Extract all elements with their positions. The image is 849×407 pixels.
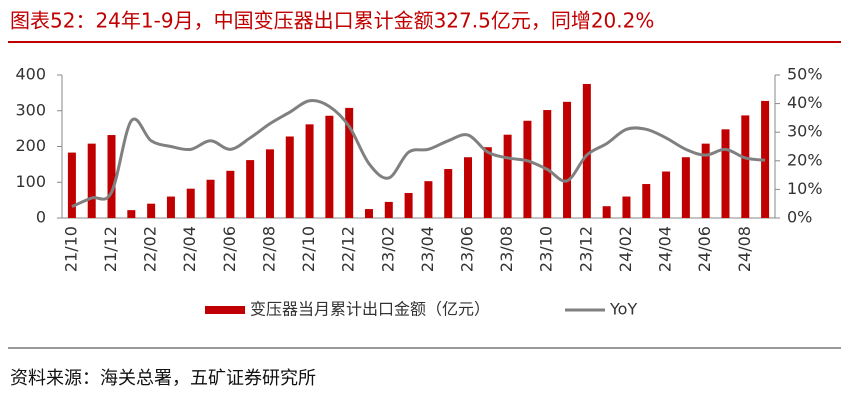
bar (464, 157, 473, 218)
x-tick-label: 23/08 (497, 226, 516, 272)
bar (325, 115, 334, 218)
bar (721, 129, 730, 218)
y2-tick-label: 40% (787, 93, 823, 112)
bar (681, 157, 690, 218)
x-tick-label: 23/06 (458, 226, 477, 272)
x-tick-label: 24/06 (695, 226, 714, 272)
x-tick-label: 24/04 (656, 226, 675, 272)
bar (622, 196, 631, 218)
legend-swatch (205, 306, 245, 314)
bar (523, 120, 532, 218)
bar (483, 147, 492, 218)
bar (741, 115, 750, 218)
bar (166, 196, 175, 218)
x-tick-label: 22/10 (299, 226, 318, 272)
bar (424, 181, 433, 218)
y-tick-label: 300 (15, 100, 46, 119)
bar (206, 179, 215, 218)
chart-title: 图表52：24年1-9月，中国变压器出口累计金额327.5亿元，同增20.2% (10, 9, 654, 33)
bar (602, 206, 611, 218)
bar (404, 192, 413, 218)
y-tick-label: 0 (36, 208, 46, 227)
bar (384, 201, 393, 218)
bar (305, 124, 314, 218)
bar (226, 170, 235, 218)
bar (265, 149, 274, 218)
bar (563, 101, 572, 218)
x-tick-label: 22/06 (220, 226, 239, 272)
bar (186, 188, 195, 218)
y-tick-label: 200 (15, 136, 46, 155)
bar (662, 171, 671, 218)
y2-tick-label: 0% (787, 208, 812, 227)
bar (87, 143, 96, 218)
y2-tick-label: 20% (787, 150, 823, 169)
bar (246, 160, 255, 218)
bar (582, 83, 591, 218)
y2-tick-label: 30% (787, 122, 823, 141)
y-tick-label: 100 (15, 172, 46, 191)
bar (285, 136, 294, 218)
legend-label: 变压器当月累计出口金额（亿元） (250, 300, 490, 319)
x-tick-label: 21/12 (101, 226, 120, 272)
bar (503, 134, 512, 218)
bar (701, 143, 710, 218)
bar (345, 107, 354, 218)
y-tick-label: 400 (15, 65, 46, 84)
x-tick-label: 23/12 (576, 226, 595, 272)
y2-tick-label: 50% (787, 65, 823, 84)
line (71, 99, 766, 208)
legend-label: YoY (609, 300, 637, 319)
bar (444, 169, 453, 218)
y2-tick-label: 10% (787, 179, 823, 198)
bar (147, 203, 156, 218)
x-tick-label: 22/12 (339, 226, 358, 272)
x-tick-label: 22/08 (259, 226, 278, 272)
x-tick-label: 23/04 (418, 226, 437, 272)
bar (364, 209, 373, 218)
x-tick-label: 24/08 (735, 226, 754, 272)
bar (642, 184, 651, 218)
x-tick-label: 24/02 (616, 226, 635, 272)
x-tick-label: 23/02 (378, 226, 397, 272)
x-tick-label: 22/02 (141, 226, 160, 272)
bar (107, 135, 116, 218)
source-note: 资料来源：海关总署，五矿证券研究所 (10, 368, 316, 389)
bar (543, 110, 552, 218)
x-tick-label: 21/10 (61, 226, 80, 272)
bar (127, 210, 136, 218)
x-tick-label: 23/10 (537, 226, 556, 272)
x-tick-label: 22/04 (180, 226, 199, 272)
bar (67, 152, 76, 218)
